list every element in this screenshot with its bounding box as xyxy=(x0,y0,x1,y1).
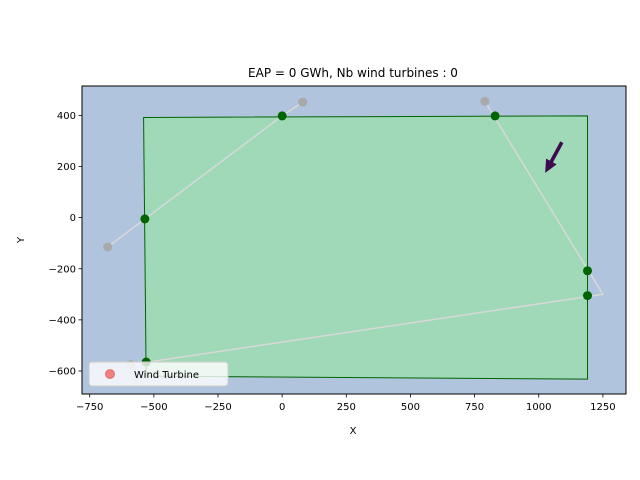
y-tick-label: 200 xyxy=(57,162,76,173)
legend: Wind Turbine xyxy=(88,361,229,387)
chart-title: EAP = 0 GWh, Nb wind turbines : 0 xyxy=(248,66,458,80)
y-tick-label: −600 xyxy=(49,366,76,377)
connector-line xyxy=(130,100,605,366)
boundary-point xyxy=(490,111,500,121)
x-tick-label: 250 xyxy=(337,402,356,413)
plot-layer xyxy=(103,96,605,380)
legend-box xyxy=(88,361,229,387)
y-tick-label: 0 xyxy=(70,213,76,224)
y-tick-label: 400 xyxy=(57,111,76,122)
wind-direction-arrow xyxy=(545,141,564,173)
x-tick-label: 0 xyxy=(279,402,285,413)
x-tick-label: 500 xyxy=(401,402,420,413)
x-tick-label: 1250 xyxy=(590,402,615,413)
x-axis-label: X xyxy=(350,426,357,437)
y-tick-label: −200 xyxy=(49,264,76,275)
x-tick-label: −250 xyxy=(204,402,231,413)
y-axis: −600 −400 −200 0 200 400 xyxy=(49,111,82,377)
outer-point xyxy=(103,242,113,252)
site-polygon xyxy=(143,115,589,380)
boundary-point xyxy=(277,111,287,121)
outer-point xyxy=(298,97,308,107)
y-axis-label: Y xyxy=(16,236,27,244)
x-tick-label: −500 xyxy=(140,402,167,413)
x-axis: −750 −500 −250 0 250 500 750 1000 1250 xyxy=(76,394,616,413)
boundary-point xyxy=(140,214,150,224)
x-tick-label: 1000 xyxy=(526,402,551,413)
plot-frame xyxy=(81,85,627,395)
y-tick-label: −400 xyxy=(49,315,76,326)
outer-point xyxy=(480,96,490,106)
x-tick-label: 750 xyxy=(465,402,484,413)
legend-label-wind-turbine: Wind Turbine xyxy=(134,370,199,381)
x-tick-label: −750 xyxy=(76,402,103,413)
boundary-point xyxy=(583,291,593,301)
boundary-point xyxy=(583,266,593,276)
legend-marker-wind-turbine xyxy=(105,369,115,379)
